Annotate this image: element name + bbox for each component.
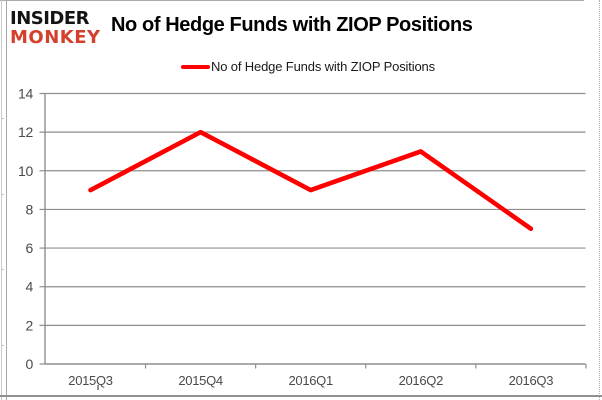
frame-left-outer-border (1, 0, 2, 400)
x-tick-label: 2016Q3 (509, 373, 554, 388)
x-tick-label: 2016Q1 (288, 373, 333, 388)
y-tick-label: 12 (18, 124, 33, 140)
x-tick-label: 2015Q3 (68, 373, 113, 388)
y-tick-label: 14 (18, 86, 33, 102)
y-tick-label: 10 (18, 163, 33, 179)
frame-bottom-border (0, 395, 602, 397)
frame-left-tick (1, 269, 4, 270)
frame-left-tick (1, 345, 4, 346)
frame-left-tick (1, 118, 4, 119)
logo-word-monkey: MONKEY (10, 27, 101, 48)
x-tick-label: 2015Q4 (178, 373, 223, 388)
y-tick-label: 0 (26, 356, 34, 372)
legend-label: No of Hedge Funds with ZIOP Positions (211, 59, 435, 74)
legend: No of Hedge Funds with ZIOP Positions (181, 59, 435, 74)
frame-top-border (0, 0, 584, 1)
frame-bottom-tick (97, 385, 99, 390)
frame-left-inner-border (6, 0, 7, 400)
y-tick-label: 2 (26, 317, 34, 333)
x-tick-label: 2016Q2 (399, 373, 444, 388)
y-tick-label: 4 (26, 279, 34, 295)
frame-left-tick (1, 194, 4, 195)
y-tick-label: 8 (26, 201, 34, 217)
legend-line-swatch-icon (181, 64, 210, 69)
page-title: No of Hedge Funds with ZIOP Positions (111, 14, 473, 36)
y-tick-label: 6 (26, 240, 34, 256)
frame-right-dotted-border (599, 0, 600, 400)
series-line (88, 129, 534, 232)
insider-monkey-logo: INSIDER MONKEY (10, 9, 110, 47)
logo-word-insider: INSIDER (10, 8, 90, 29)
